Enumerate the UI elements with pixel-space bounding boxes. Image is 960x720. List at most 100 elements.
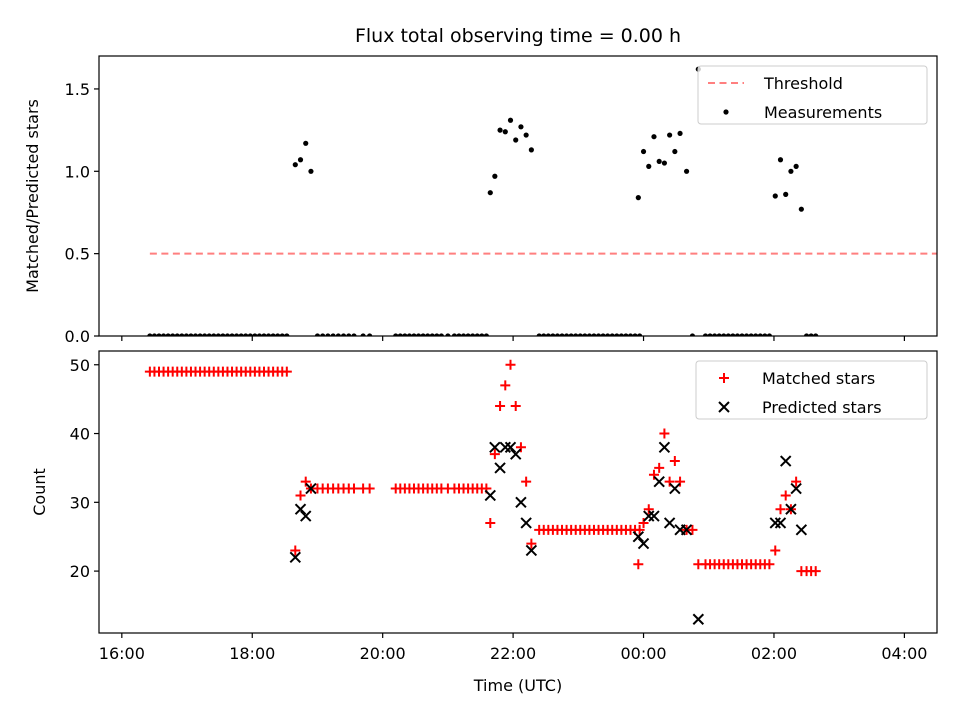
predicted-stars-point [669, 482, 681, 495]
measurement-point [165, 333, 171, 336]
top-y-axis-label: Matched/Predicted stars [23, 99, 42, 293]
predicted-stars-point [637, 537, 650, 550]
y-tick-label: 1.5 [65, 80, 90, 99]
matched-stars-point [281, 366, 292, 377]
x-tick-label: 20:00 [360, 644, 406, 663]
measurement-point [303, 140, 309, 146]
measurement-point [483, 333, 489, 336]
matched-stars-point [515, 442, 526, 453]
x-tick-label: 22:00 [490, 644, 536, 663]
measurement-point [757, 333, 763, 336]
measurement-point [550, 333, 556, 336]
measurement-point [275, 333, 281, 336]
predicted-stars-point [632, 530, 645, 543]
measurement-point [803, 333, 810, 336]
measurement-point [793, 163, 799, 169]
measurement-point [411, 333, 417, 336]
matched-stars-point [300, 476, 311, 487]
measurement-point [739, 333, 745, 336]
measurement-point [502, 129, 508, 135]
legend: Matched stars Predicted stars [695, 360, 928, 420]
measurement-point [528, 147, 534, 153]
measurement-point [314, 333, 321, 336]
measurement-point [656, 158, 662, 165]
measurement-point [667, 132, 673, 138]
matched-stars-point [791, 476, 802, 487]
predicted-stars-point [300, 510, 312, 522]
measurement-point [460, 333, 467, 336]
predicted-stars-point [504, 441, 517, 454]
measurement-point [265, 333, 272, 336]
measurement-point [702, 333, 709, 336]
matched-stars-point [810, 566, 821, 577]
measurement-point [591, 333, 597, 336]
matched-stars-point [775, 504, 786, 515]
predicted-stars-point [525, 544, 538, 557]
measurement-point [470, 333, 476, 336]
matched-stars-point [348, 483, 359, 494]
measurement-point [772, 193, 778, 199]
measurement-point [479, 333, 485, 336]
measurement-point [156, 333, 162, 336]
matched-stars-point [638, 517, 649, 528]
predicted-stars-point [515, 496, 527, 509]
predicted-stars-point [510, 448, 522, 460]
measurement-point [434, 333, 440, 336]
y-tick-label: 30 [70, 493, 90, 512]
legend-label: Matched stars [762, 369, 875, 388]
measurement-point [252, 333, 258, 336]
matched-stars-point [500, 380, 511, 391]
y-tick-label: 0.5 [65, 245, 90, 264]
measurement-point [492, 173, 498, 179]
measurement-point [202, 333, 208, 336]
y-tick-label: 20 [70, 562, 90, 581]
legend-box [695, 360, 928, 420]
matched-stars-point [489, 449, 500, 460]
measurement-point [335, 333, 341, 336]
predicted-stars-point [680, 524, 693, 536]
measurement-point [614, 333, 620, 336]
measurement-point [367, 333, 373, 336]
x-tick-label: 04:00 [881, 644, 927, 663]
measurement-point [147, 333, 153, 336]
measurement-point [415, 333, 422, 336]
matched-stars-point [290, 545, 301, 556]
measurement-point [320, 333, 326, 336]
measurement-point [577, 333, 583, 336]
measurement-point [554, 333, 561, 336]
measurement-point [743, 333, 750, 336]
measurement-point [536, 333, 542, 336]
matched-stars-point [295, 490, 306, 501]
matched-stars-point [521, 476, 532, 487]
matched-stars-point [764, 559, 775, 570]
measurement-point [518, 124, 524, 130]
measurement-point [595, 333, 602, 336]
measurement-point [445, 333, 451, 336]
measurement-point [808, 333, 814, 336]
matched-stars-point [669, 456, 680, 467]
axes-frame [98, 55, 938, 337]
legend-measurement-swatch [723, 109, 729, 115]
measurement-point [683, 168, 690, 174]
predicted-stars-point [785, 503, 797, 515]
predicted-stars-point [769, 517, 781, 529]
measurement-point [605, 333, 611, 336]
legend-label: Measurements [764, 103, 882, 122]
measurement-point [513, 137, 519, 143]
measurement-point [783, 191, 789, 197]
measurement-point [635, 195, 641, 201]
measurement-point [284, 333, 290, 336]
y-tick-label: 0.0 [65, 327, 90, 346]
legend-label: Threshold [763, 74, 843, 93]
matched-stars-point [780, 490, 791, 501]
matched-stars-point [648, 469, 659, 480]
matched-stars-point [526, 538, 537, 549]
measurement-point [279, 333, 285, 336]
measurement-point [661, 160, 668, 166]
measurement-point [497, 127, 503, 133]
measurement-point [465, 333, 471, 336]
measurement-point [632, 333, 638, 336]
measurement-point [238, 333, 244, 336]
bottom-x-axis-label: Time (UTC) [473, 676, 562, 695]
